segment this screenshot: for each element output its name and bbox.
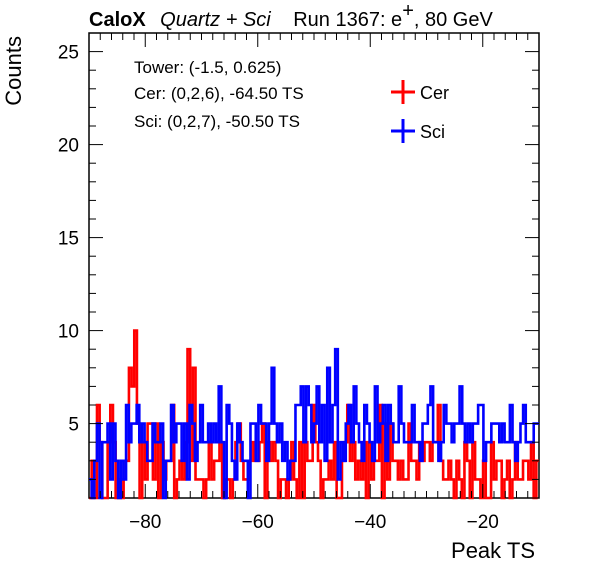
x-axis-title: Peak TS [451,538,535,563]
legend-label-sci: Sci [420,122,445,142]
y-tick-label: 25 [58,43,79,64]
x-tick-label: −20 [467,512,499,533]
x-tick-label: −40 [354,512,386,533]
title-particle-sup: + [402,0,414,22]
y-axis-title: Counts [1,36,26,106]
y-tick-label: 15 [58,229,79,250]
series-line-cer [89,329,539,500]
tick-layer [88,32,540,499]
title-brand: CaloX [89,9,146,31]
x-tick-label: −60 [242,512,274,533]
series-line-sci [89,347,539,500]
chart-title: CaloX Quartz + Sci Run 1367: e+, 80 GeV [89,0,493,31]
x-tick-labels: −80 −60 −40 −20 [129,512,499,533]
series-layer [89,329,539,500]
title-run: Run 1367: e [293,9,402,31]
y-tick-labels: 5 10 15 20 25 [58,43,79,436]
legend-label-cer: Cer [420,83,449,103]
legend: Cer Sci [391,80,449,143]
y-tick-label: 5 [68,415,79,436]
legend-entry-sci: Sci [391,119,445,143]
legend-entry-cer: Cer [391,80,449,104]
info-sci: Sci: (0,2,7), -50.50 TS [134,112,300,131]
y-tick-label: 10 [58,322,79,343]
info-tower: Tower: (-1.5, 0.625) [134,58,281,77]
title-energy: , 80 GeV [414,9,494,31]
y-tick-label: 20 [58,136,79,157]
title-subtitle: Quartz + Sci [160,9,271,31]
x-tick-label: −80 [129,512,161,533]
info-cer: Cer: (0,2,6), -64.50 TS [134,84,304,103]
